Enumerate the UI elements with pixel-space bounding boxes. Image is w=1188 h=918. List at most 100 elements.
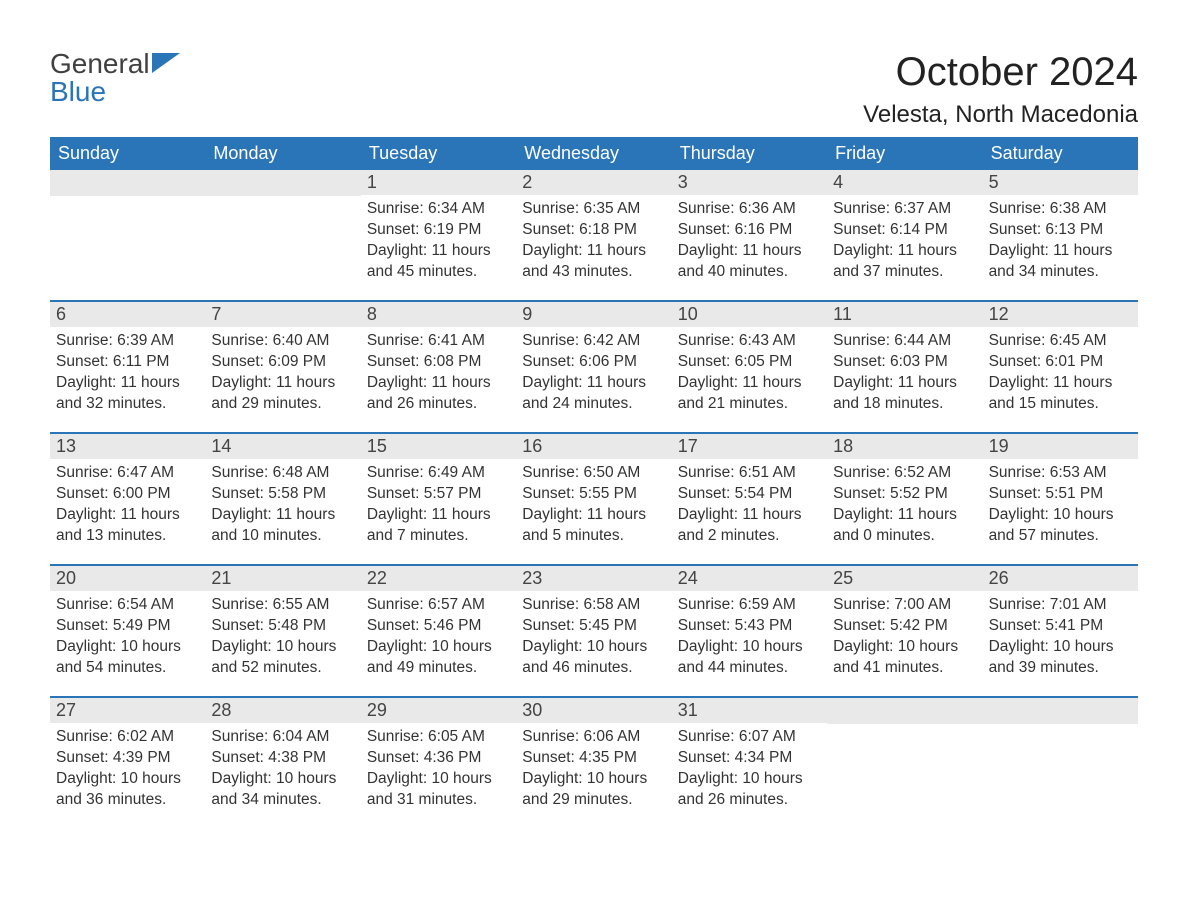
day-body: Sunrise: 6:38 AMSunset: 6:13 PMDaylight:… — [983, 195, 1138, 291]
day-number: 25 — [827, 566, 982, 591]
day-line-d2: and 52 minutes. — [211, 658, 354, 679]
day-body: Sunrise: 6:44 AMSunset: 6:03 PMDaylight:… — [827, 327, 982, 423]
day-line-sr: Sunrise: 6:04 AM — [211, 727, 354, 748]
day-line-sr: Sunrise: 6:53 AM — [989, 463, 1132, 484]
weekday-saturday: Saturday — [983, 137, 1138, 170]
week-row: 13Sunrise: 6:47 AMSunset: 6:00 PMDayligh… — [50, 432, 1138, 564]
day-line-sr: Sunrise: 6:02 AM — [56, 727, 199, 748]
day-number: 8 — [361, 302, 516, 327]
day-number: 28 — [205, 698, 360, 723]
day-line-d1: Daylight: 11 hours — [367, 505, 510, 526]
day-body: Sunrise: 6:42 AMSunset: 6:06 PMDaylight:… — [516, 327, 671, 423]
day-line-d1: Daylight: 11 hours — [522, 241, 665, 262]
day-line-d1: Daylight: 11 hours — [56, 505, 199, 526]
day-number: 12 — [983, 302, 1138, 327]
day-cell: 31Sunrise: 6:07 AMSunset: 4:34 PMDayligh… — [672, 698, 827, 828]
logo: General Blue — [50, 50, 180, 106]
day-line-sr: Sunrise: 6:47 AM — [56, 463, 199, 484]
day-number-empty — [205, 170, 360, 196]
day-number: 16 — [516, 434, 671, 459]
day-cell: 13Sunrise: 6:47 AMSunset: 6:00 PMDayligh… — [50, 434, 205, 564]
day-line-d2: and 18 minutes. — [833, 394, 976, 415]
day-line-d1: Daylight: 11 hours — [678, 505, 821, 526]
day-cell: 29Sunrise: 6:05 AMSunset: 4:36 PMDayligh… — [361, 698, 516, 828]
day-line-ss: Sunset: 6:19 PM — [367, 220, 510, 241]
month-title: October 2024 — [863, 50, 1138, 95]
day-line-ss: Sunset: 6:16 PM — [678, 220, 821, 241]
day-line-d2: and 26 minutes. — [367, 394, 510, 415]
day-line-ss: Sunset: 4:36 PM — [367, 748, 510, 769]
day-line-sr: Sunrise: 6:45 AM — [989, 331, 1132, 352]
day-line-ss: Sunset: 4:39 PM — [56, 748, 199, 769]
day-body: Sunrise: 6:35 AMSunset: 6:18 PMDaylight:… — [516, 195, 671, 291]
day-body: Sunrise: 6:06 AMSunset: 4:35 PMDaylight:… — [516, 723, 671, 819]
day-cell: 6Sunrise: 6:39 AMSunset: 6:11 PMDaylight… — [50, 302, 205, 432]
day-line-d1: Daylight: 11 hours — [211, 505, 354, 526]
day-number: 17 — [672, 434, 827, 459]
day-line-sr: Sunrise: 6:34 AM — [367, 199, 510, 220]
day-line-ss: Sunset: 5:45 PM — [522, 616, 665, 637]
day-number-empty — [983, 698, 1138, 724]
day-line-d2: and 57 minutes. — [989, 526, 1132, 547]
day-body: Sunrise: 6:45 AMSunset: 6:01 PMDaylight:… — [983, 327, 1138, 423]
day-line-d1: Daylight: 10 hours — [56, 637, 199, 658]
day-line-ss: Sunset: 6:18 PM — [522, 220, 665, 241]
day-cell: 11Sunrise: 6:44 AMSunset: 6:03 PMDayligh… — [827, 302, 982, 432]
day-line-ss: Sunset: 6:03 PM — [833, 352, 976, 373]
day-line-ss: Sunset: 4:34 PM — [678, 748, 821, 769]
day-line-d1: Daylight: 10 hours — [989, 637, 1132, 658]
day-cell: 3Sunrise: 6:36 AMSunset: 6:16 PMDaylight… — [672, 170, 827, 300]
day-line-d2: and 46 minutes. — [522, 658, 665, 679]
day-line-d1: Daylight: 11 hours — [833, 241, 976, 262]
day-line-d2: and 21 minutes. — [678, 394, 821, 415]
day-line-d2: and 7 minutes. — [367, 526, 510, 547]
day-line-sr: Sunrise: 6:52 AM — [833, 463, 976, 484]
week-row: 27Sunrise: 6:02 AMSunset: 4:39 PMDayligh… — [50, 696, 1138, 828]
day-body: Sunrise: 6:41 AMSunset: 6:08 PMDaylight:… — [361, 327, 516, 423]
day-line-d2: and 34 minutes. — [211, 790, 354, 811]
day-cell: 1Sunrise: 6:34 AMSunset: 6:19 PMDaylight… — [361, 170, 516, 300]
day-line-sr: Sunrise: 6:55 AM — [211, 595, 354, 616]
day-line-d2: and 41 minutes. — [833, 658, 976, 679]
weekday-friday: Friday — [827, 137, 982, 170]
day-line-d2: and 15 minutes. — [989, 394, 1132, 415]
day-number-empty — [50, 170, 205, 196]
day-line-sr: Sunrise: 6:59 AM — [678, 595, 821, 616]
day-body: Sunrise: 6:58 AMSunset: 5:45 PMDaylight:… — [516, 591, 671, 687]
day-line-ss: Sunset: 4:35 PM — [522, 748, 665, 769]
day-line-d1: Daylight: 11 hours — [522, 505, 665, 526]
day-number: 22 — [361, 566, 516, 591]
day-line-d2: and 2 minutes. — [678, 526, 821, 547]
day-line-d2: and 29 minutes. — [211, 394, 354, 415]
calendar: SundayMondayTuesdayWednesdayThursdayFrid… — [50, 137, 1138, 828]
day-number: 20 — [50, 566, 205, 591]
weekday-tuesday: Tuesday — [361, 137, 516, 170]
day-number: 14 — [205, 434, 360, 459]
day-body: Sunrise: 6:05 AMSunset: 4:36 PMDaylight:… — [361, 723, 516, 819]
day-number: 2 — [516, 170, 671, 195]
day-number: 13 — [50, 434, 205, 459]
day-line-d1: Daylight: 10 hours — [211, 637, 354, 658]
day-line-ss: Sunset: 5:42 PM — [833, 616, 976, 637]
day-line-ss: Sunset: 6:14 PM — [833, 220, 976, 241]
day-line-sr: Sunrise: 6:42 AM — [522, 331, 665, 352]
day-body: Sunrise: 6:07 AMSunset: 4:34 PMDaylight:… — [672, 723, 827, 819]
day-line-ss: Sunset: 5:41 PM — [989, 616, 1132, 637]
day-line-d2: and 44 minutes. — [678, 658, 821, 679]
day-cell: 8Sunrise: 6:41 AMSunset: 6:08 PMDaylight… — [361, 302, 516, 432]
day-number: 27 — [50, 698, 205, 723]
day-body: Sunrise: 6:40 AMSunset: 6:09 PMDaylight:… — [205, 327, 360, 423]
day-number: 7 — [205, 302, 360, 327]
week-row: 1Sunrise: 6:34 AMSunset: 6:19 PMDaylight… — [50, 170, 1138, 300]
day-line-d2: and 5 minutes. — [522, 526, 665, 547]
day-cell: 14Sunrise: 6:48 AMSunset: 5:58 PMDayligh… — [205, 434, 360, 564]
weekday-wednesday: Wednesday — [516, 137, 671, 170]
day-line-d2: and 0 minutes. — [833, 526, 976, 547]
weekday-sunday: Sunday — [50, 137, 205, 170]
day-line-sr: Sunrise: 6:38 AM — [989, 199, 1132, 220]
day-line-d1: Daylight: 11 hours — [833, 373, 976, 394]
day-body: Sunrise: 6:02 AMSunset: 4:39 PMDaylight:… — [50, 723, 205, 819]
day-line-d2: and 36 minutes. — [56, 790, 199, 811]
day-line-d1: Daylight: 10 hours — [56, 769, 199, 790]
day-body: Sunrise: 6:50 AMSunset: 5:55 PMDaylight:… — [516, 459, 671, 555]
